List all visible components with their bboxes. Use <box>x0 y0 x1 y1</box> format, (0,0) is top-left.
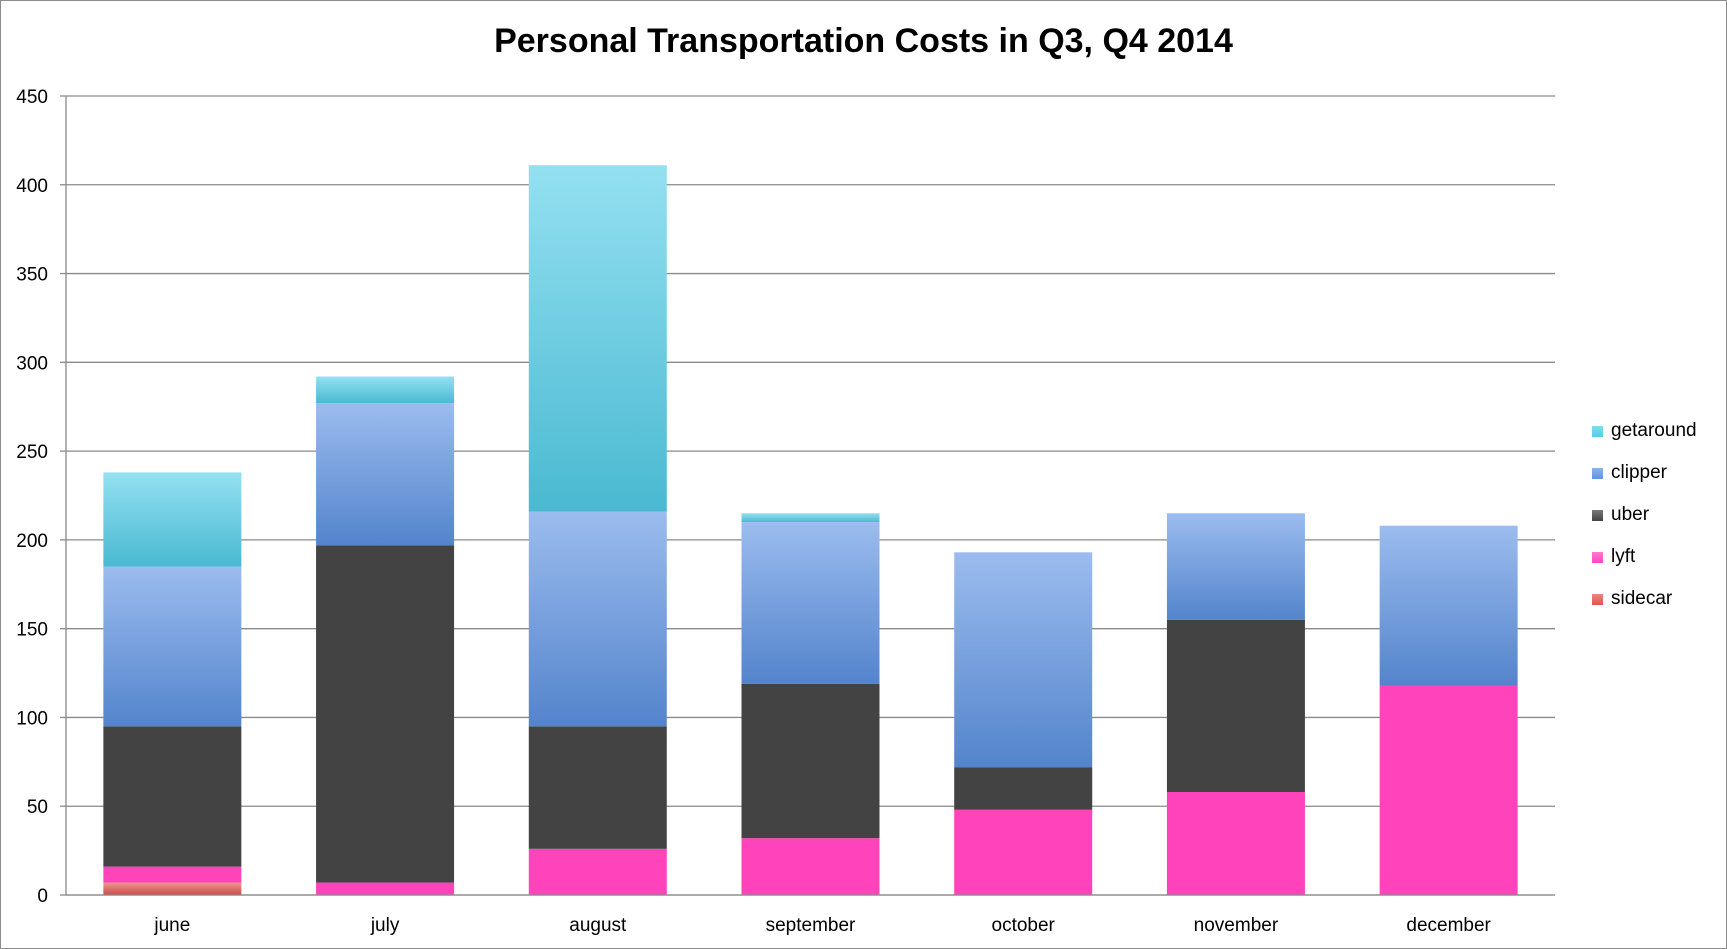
bars <box>103 165 1518 895</box>
legend-swatch-clipper <box>1592 467 1603 479</box>
y-tick-label: 200 <box>16 531 48 552</box>
bar-lyft-august <box>528 848 667 895</box>
y-tick-label: 150 <box>16 620 48 641</box>
bar-lyft-december <box>1379 685 1518 895</box>
bar-uber-august <box>528 726 667 849</box>
legend-swatch-lyft <box>1592 551 1603 563</box>
axes: 0 50 100 150 200 250 300 350 400 450 june july augus… <box>16 87 1555 936</box>
bar-clipper-september <box>741 522 880 684</box>
legend-label-getaround: getaround <box>1611 420 1697 441</box>
bar-lyft-october <box>954 809 1093 895</box>
x-tick-label-november: november <box>1194 915 1279 936</box>
legend-label-uber: uber <box>1611 504 1650 525</box>
y-tick-label: 250 <box>16 442 48 463</box>
x-tick-label-september: september <box>766 915 856 936</box>
bar-getaround-august <box>528 165 667 512</box>
legend-label-lyft: lyft <box>1611 546 1636 567</box>
y-tick-label: 400 <box>16 176 48 197</box>
bar-lyft-june <box>103 866 242 883</box>
bar-lyft-november <box>1166 792 1305 895</box>
bar-clipper-december <box>1379 525 1518 686</box>
bar-lyft-july <box>316 882 455 895</box>
bar-getaround-july <box>316 376 455 404</box>
y-tick-label: 0 <box>37 886 48 907</box>
bar-getaround-september <box>741 513 880 523</box>
bar-clipper-june <box>103 566 242 727</box>
bar-clipper-august <box>528 511 667 727</box>
x-tick-label-june: june <box>153 915 190 936</box>
legend-item-clipper: clipper <box>1592 452 1697 494</box>
bar-clipper-october <box>954 552 1093 768</box>
legend-swatch-getaround <box>1592 425 1603 437</box>
legend: getaround clipper uber lyft sidecar <box>1592 410 1697 620</box>
legend-item-uber: uber <box>1592 494 1697 536</box>
bar-lyft-september <box>741 838 880 895</box>
bar-clipper-july <box>316 403 455 546</box>
legend-item-getaround: getaround <box>1592 410 1697 452</box>
y-tick-label: 50 <box>27 797 48 818</box>
x-tick-label-august: august <box>569 915 627 936</box>
bar-sidecar-june <box>103 882 242 895</box>
legend-label-sidecar: sidecar <box>1611 588 1673 609</box>
y-tick-label: 450 <box>16 87 48 108</box>
legend-label-clipper: clipper <box>1611 462 1667 483</box>
bar-uber-november <box>1166 619 1305 793</box>
bar-getaround-june <box>103 472 242 567</box>
legend-item-lyft: lyft <box>1592 536 1697 578</box>
x-tick-label-october: october <box>992 915 1056 936</box>
y-tick-label: 100 <box>16 708 48 729</box>
legend-item-sidecar: sidecar <box>1592 578 1697 620</box>
bar-uber-october <box>954 767 1093 810</box>
bar-clipper-november <box>1166 513 1305 620</box>
bar-uber-june <box>103 726 242 867</box>
legend-swatch-sidecar <box>1592 593 1603 605</box>
bar-uber-september <box>741 683 880 839</box>
bar-uber-july <box>316 545 455 883</box>
x-tick-label-december: december <box>1406 915 1491 936</box>
y-tick-label: 300 <box>16 353 48 374</box>
chart-title: Personal Transportation Costs in Q3, Q4 … <box>494 22 1233 60</box>
y-tick-label: 350 <box>16 265 48 286</box>
legend-swatch-uber <box>1592 509 1603 521</box>
x-tick-label-july: july <box>370 915 400 936</box>
